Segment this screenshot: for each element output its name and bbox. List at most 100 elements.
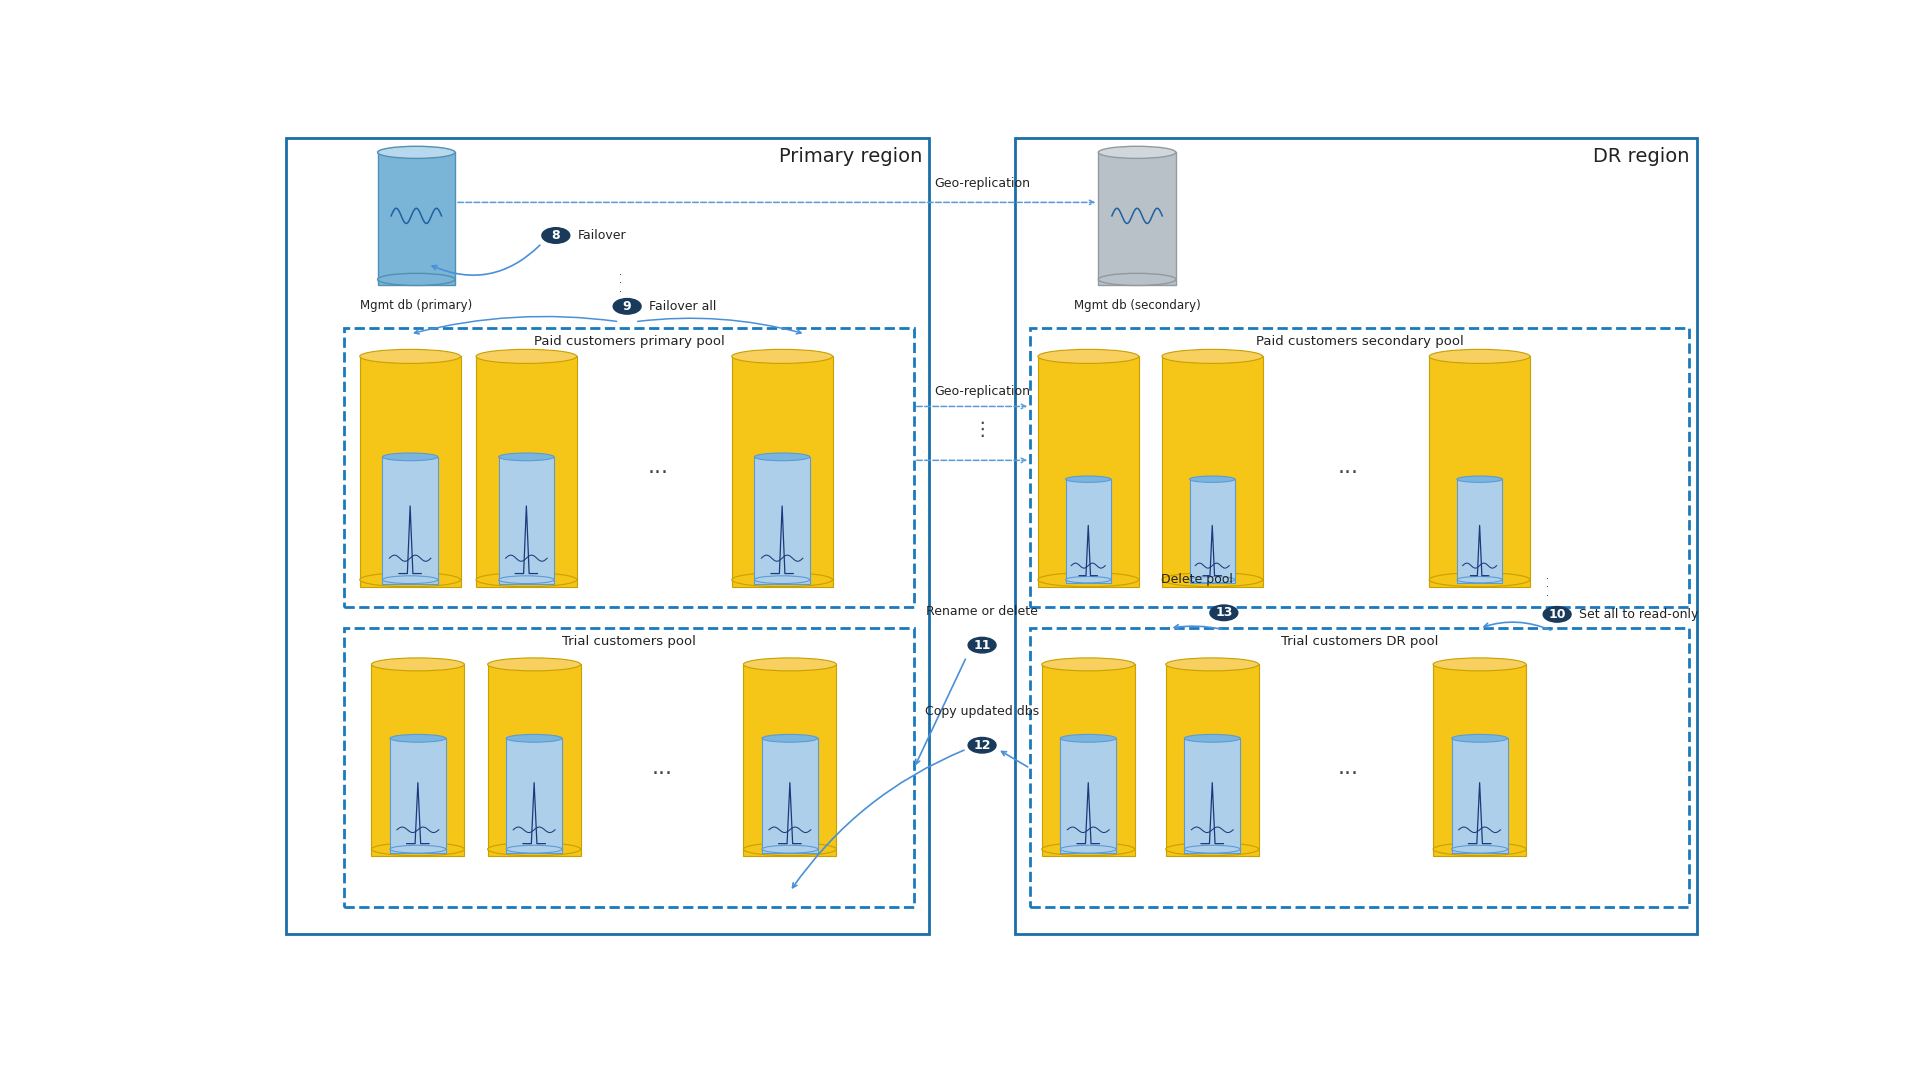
Ellipse shape <box>1098 146 1175 158</box>
Ellipse shape <box>506 735 562 742</box>
Ellipse shape <box>475 573 577 587</box>
Bar <box>1014 139 1697 934</box>
Text: 8: 8 <box>552 229 560 242</box>
Ellipse shape <box>1430 573 1530 587</box>
Ellipse shape <box>1190 476 1235 482</box>
Bar <box>360 356 460 587</box>
Bar <box>1098 152 1175 285</box>
Bar <box>487 665 581 856</box>
Bar <box>1066 479 1112 583</box>
Text: 10: 10 <box>1549 607 1566 620</box>
Ellipse shape <box>1098 274 1175 285</box>
Ellipse shape <box>1060 845 1116 853</box>
Ellipse shape <box>761 845 819 853</box>
Text: Delete pool: Delete pool <box>1162 573 1233 586</box>
Bar <box>1451 739 1507 853</box>
Ellipse shape <box>1162 349 1263 363</box>
Ellipse shape <box>761 735 819 742</box>
Ellipse shape <box>732 349 832 363</box>
Text: ·
·
·: · · · <box>1547 574 1549 601</box>
Text: Copy updated dbs: Copy updated dbs <box>926 705 1039 718</box>
Bar <box>1166 665 1259 856</box>
Text: Failover all: Failover all <box>648 299 717 312</box>
Ellipse shape <box>1066 576 1112 583</box>
Bar <box>506 739 562 853</box>
Bar <box>475 356 577 587</box>
Text: ...: ... <box>1338 757 1359 778</box>
Ellipse shape <box>1434 658 1526 671</box>
Ellipse shape <box>498 453 554 461</box>
Ellipse shape <box>1451 845 1507 853</box>
Bar <box>761 739 819 853</box>
Circle shape <box>1210 605 1238 620</box>
Bar <box>1041 665 1135 856</box>
Bar <box>372 665 464 856</box>
Text: Primary region: Primary region <box>778 146 922 166</box>
Ellipse shape <box>1066 476 1112 482</box>
Bar <box>1029 628 1689 907</box>
Ellipse shape <box>378 146 454 158</box>
Ellipse shape <box>372 658 464 671</box>
Ellipse shape <box>381 453 437 461</box>
Bar <box>732 356 832 587</box>
Ellipse shape <box>1430 349 1530 363</box>
Text: Set all to read-only: Set all to read-only <box>1580 607 1698 620</box>
Text: Rename or delete: Rename or delete <box>926 605 1037 618</box>
Bar <box>345 327 914 606</box>
Bar <box>345 628 914 907</box>
Bar <box>1430 356 1530 587</box>
Bar <box>498 457 554 584</box>
Ellipse shape <box>372 842 464 856</box>
Bar <box>744 665 836 856</box>
Bar <box>389 739 447 853</box>
Text: Paid customers secondary pool: Paid customers secondary pool <box>1256 335 1463 348</box>
Text: 12: 12 <box>974 739 991 752</box>
Ellipse shape <box>378 274 454 285</box>
Ellipse shape <box>1041 842 1135 856</box>
Ellipse shape <box>744 842 836 856</box>
Text: Trial customers pool: Trial customers pool <box>562 634 696 648</box>
Text: ...: ... <box>652 757 673 778</box>
Text: Failover: Failover <box>577 229 627 242</box>
Ellipse shape <box>744 658 836 671</box>
Ellipse shape <box>1060 735 1116 742</box>
Bar <box>1060 739 1116 853</box>
Circle shape <box>968 738 997 753</box>
Ellipse shape <box>487 658 581 671</box>
Text: 9: 9 <box>623 299 631 312</box>
Circle shape <box>968 638 997 653</box>
Ellipse shape <box>1451 735 1507 742</box>
Ellipse shape <box>360 349 460 363</box>
Ellipse shape <box>1041 658 1135 671</box>
Text: Geo-replication: Geo-replication <box>934 384 1029 397</box>
Bar <box>378 152 454 285</box>
Ellipse shape <box>1162 573 1263 587</box>
Ellipse shape <box>487 842 581 856</box>
Ellipse shape <box>475 349 577 363</box>
Ellipse shape <box>389 845 447 853</box>
Circle shape <box>613 298 640 314</box>
Bar <box>1037 356 1139 587</box>
Ellipse shape <box>381 576 437 584</box>
Text: ·
·
·: · · · <box>619 270 623 296</box>
Text: 11: 11 <box>974 639 991 652</box>
Ellipse shape <box>1185 845 1240 853</box>
Bar <box>1185 739 1240 853</box>
Text: Trial customers DR pool: Trial customers DR pool <box>1281 634 1438 648</box>
Ellipse shape <box>1457 576 1503 583</box>
Circle shape <box>543 227 569 243</box>
Text: Mgmt db (primary): Mgmt db (primary) <box>360 298 472 311</box>
Bar <box>1190 479 1235 583</box>
Ellipse shape <box>755 576 809 584</box>
Ellipse shape <box>506 845 562 853</box>
Ellipse shape <box>498 576 554 584</box>
Bar <box>1434 665 1526 856</box>
Ellipse shape <box>755 453 809 461</box>
Ellipse shape <box>1457 476 1503 482</box>
Ellipse shape <box>1190 576 1235 583</box>
Ellipse shape <box>389 735 447 742</box>
Text: 13: 13 <box>1215 606 1233 619</box>
Bar <box>1162 356 1263 587</box>
Ellipse shape <box>360 573 460 587</box>
Ellipse shape <box>1166 842 1259 856</box>
